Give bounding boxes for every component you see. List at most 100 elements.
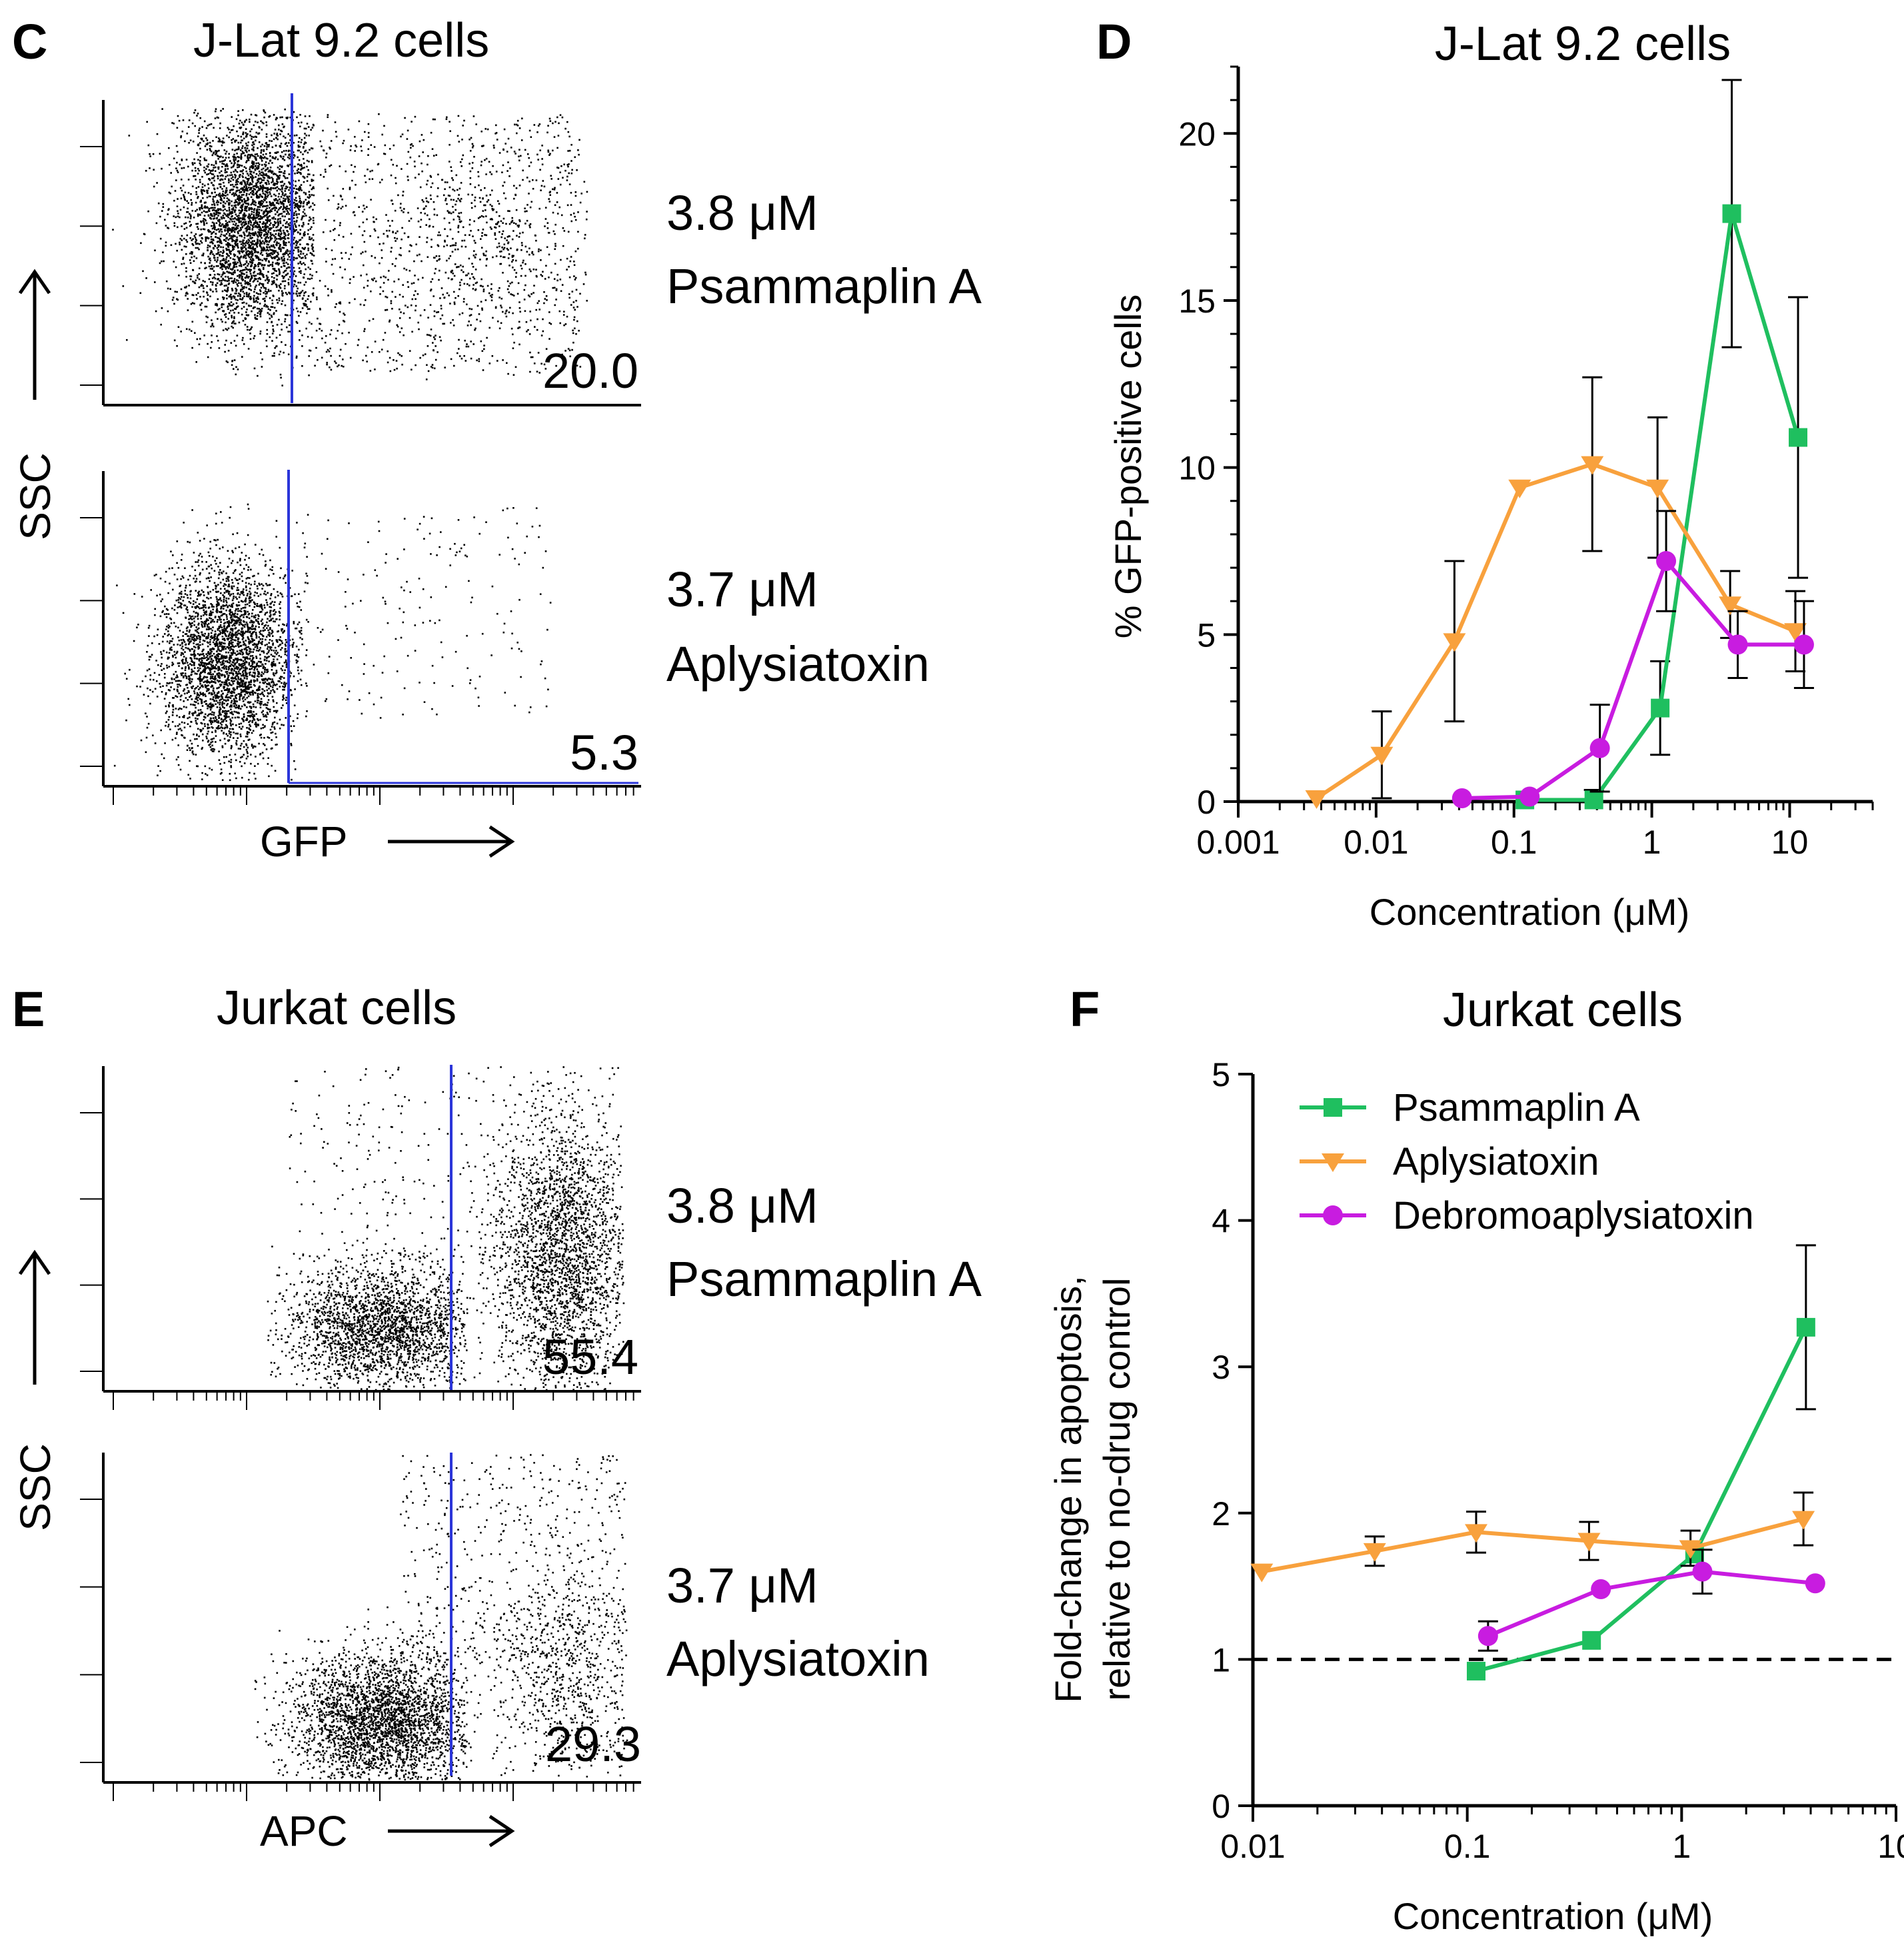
flow-dot	[185, 267, 187, 269]
flow-dot	[226, 201, 228, 203]
flow-dot	[269, 201, 271, 203]
flow-dot	[287, 259, 289, 261]
flow-dot	[284, 321, 286, 323]
flow-dot	[313, 222, 315, 225]
flow-dot	[263, 230, 265, 233]
flow-dot	[258, 132, 260, 135]
flow-dot	[279, 168, 281, 171]
flow-dot	[253, 335, 256, 337]
flow-dot	[257, 280, 259, 283]
flow-dot	[304, 115, 307, 117]
flow-dot	[250, 305, 253, 307]
flow-dot	[512, 255, 514, 257]
flow-dot	[281, 238, 283, 240]
flow-dot	[300, 253, 302, 255]
flow-dot	[225, 151, 228, 153]
flow-dot	[450, 271, 453, 273]
flow-dot	[269, 139, 271, 142]
flow-dot	[267, 171, 270, 173]
flow-dot	[278, 238, 280, 240]
flow-dot	[242, 131, 245, 133]
flow-dot	[237, 255, 239, 258]
flow-dot	[259, 309, 262, 311]
flow-dot	[233, 340, 236, 342]
flow-dot	[244, 324, 247, 326]
flow-dot	[183, 228, 186, 230]
flow-dot	[501, 233, 503, 235]
flow-dot	[451, 251, 454, 253]
flow-dot	[209, 145, 211, 147]
flow-dot	[281, 123, 284, 125]
flow-dot	[489, 194, 491, 196]
flow-dot	[572, 332, 574, 334]
flow-dot	[305, 199, 307, 201]
flow-dot	[295, 321, 298, 323]
flow-dot	[275, 173, 277, 175]
flow-dot	[390, 300, 393, 303]
flow-dot	[210, 150, 213, 153]
flow-dot	[234, 177, 237, 179]
flow-dot	[280, 376, 282, 379]
flow-dot	[536, 153, 538, 156]
flow-dot	[461, 239, 463, 242]
flow-dot	[212, 239, 214, 241]
flow-dot	[263, 187, 265, 189]
flow-dot	[261, 164, 263, 166]
flow-dot	[225, 168, 227, 170]
flow-dot	[250, 297, 253, 300]
flow-dot	[252, 258, 254, 260]
flow-dot	[473, 284, 475, 286]
flow-dot	[261, 121, 264, 124]
flow-dot	[266, 235, 269, 238]
flow-dot	[367, 123, 370, 125]
flow-dot	[227, 267, 230, 269]
flow-dot	[294, 229, 297, 232]
flow-dot	[337, 206, 340, 209]
flow-dot	[477, 171, 479, 173]
flow-dot	[241, 151, 244, 153]
flow-dot	[240, 196, 242, 198]
flow-dot	[457, 189, 459, 191]
flow-dot	[371, 169, 373, 172]
flow-dot	[425, 224, 427, 226]
flow-dot	[390, 174, 393, 177]
flow-dot	[197, 113, 199, 115]
flow-dot	[582, 283, 585, 285]
flow-dot	[203, 159, 206, 161]
flow-dot	[219, 224, 221, 226]
flow-dot	[161, 210, 163, 212]
flow-dot	[237, 110, 239, 112]
flow-dot	[294, 165, 296, 168]
flow-dot	[279, 244, 281, 246]
flow-dot	[467, 273, 470, 275]
flow-dot	[526, 220, 528, 222]
flow-dot	[508, 253, 510, 255]
flow-dot	[500, 251, 502, 253]
flow-dot	[574, 195, 577, 197]
flow-dot	[196, 152, 198, 154]
flow-dot	[224, 289, 226, 291]
flow-dot	[406, 138, 409, 140]
flow-dot	[580, 193, 582, 195]
flow-dot	[470, 357, 473, 360]
flow-dot	[225, 256, 228, 259]
flow-dot	[409, 157, 412, 159]
flow-dot	[265, 183, 268, 185]
flow-dot	[319, 323, 322, 325]
flow-dot	[203, 120, 206, 123]
flow-dot	[289, 163, 291, 166]
flow-dot	[311, 194, 313, 196]
flow-dot	[478, 360, 480, 362]
flow-dot	[419, 236, 421, 238]
flow-dot	[255, 233, 257, 235]
flow-dot	[263, 229, 265, 231]
flow-dot	[233, 320, 235, 323]
flow-dot	[235, 308, 237, 311]
flow-dot	[196, 298, 198, 300]
flow-dot	[308, 197, 310, 199]
flow-dot	[240, 282, 242, 285]
flow-dot	[319, 328, 321, 330]
flow-dot	[248, 239, 251, 242]
flow-dot	[510, 147, 512, 149]
flow-dot	[173, 199, 175, 202]
